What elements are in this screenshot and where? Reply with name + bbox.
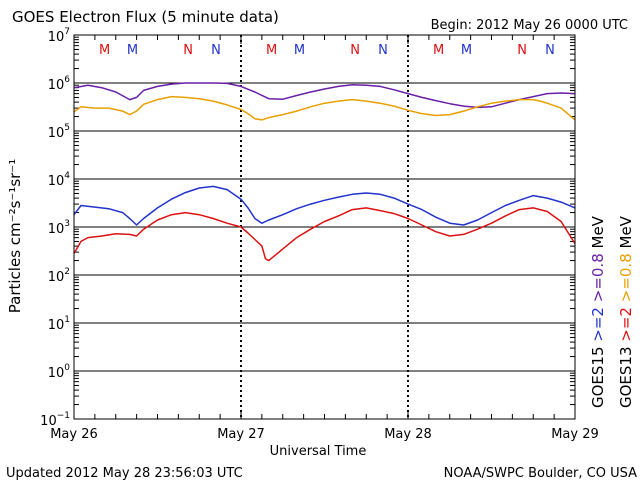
position-marker-m: M [433, 43, 444, 58]
position-marker-n: N [517, 43, 527, 58]
begin-time-label: Begin: 2012 May 26 0000 UTC [431, 18, 628, 33]
y-tick-label: 102 [48, 267, 70, 285]
legend-goes13: GOES13 >=2 >=0.8 MeV [617, 215, 635, 408]
series-line-goes13-0-8-mev [73, 95, 576, 121]
y-tick-label: 103 [48, 219, 70, 237]
x-tick-label: May 28 [384, 427, 432, 442]
position-marker-n: N [378, 43, 388, 58]
y-tick-label: 101 [48, 315, 70, 333]
position-marker-m: M [99, 43, 110, 58]
y-tick-label: 107 [48, 27, 70, 45]
source-label: NOAA/SWPC Boulder, CO USA [444, 466, 637, 480]
position-marker-m: M [461, 43, 472, 58]
position-marker-n: N [183, 43, 193, 58]
position-marker-n: N [211, 43, 221, 58]
y-tick-label: 106 [48, 75, 71, 93]
chart-title: GOES Electron Flux (5 minute data) [12, 8, 279, 26]
position-marker-m: M [294, 43, 305, 58]
x-tick-label: May 26 [50, 427, 98, 442]
y-tick-label: 104 [48, 171, 71, 189]
x-tick-label: May 27 [217, 427, 265, 442]
y-tick-label: 100 [48, 363, 71, 381]
series-line-goes15-0-8-mev [73, 82, 576, 109]
legend-goes15: GOES15 >=2 >=0.8 MeV [589, 215, 607, 408]
position-marker-m: M [266, 43, 277, 58]
position-marker-m: M [127, 43, 138, 58]
x-tick-label: May 29 [551, 427, 599, 442]
position-marker-n: N [350, 43, 360, 58]
plot-frame [73, 34, 576, 420]
y-tick-label: 105 [48, 123, 70, 141]
x-axis-label: Universal Time [270, 444, 367, 459]
position-marker-n: N [545, 43, 555, 58]
y-axis-label: Particles cm⁻²s⁻¹sr⁻¹ [6, 159, 24, 313]
updated-label: Updated 2012 May 28 23:56:03 UTC [6, 466, 243, 480]
y-tick-label: 10−1 [40, 411, 70, 429]
series-line-goes13-2-mev [73, 207, 576, 262]
series-line-goes15-2-mev [73, 185, 576, 226]
